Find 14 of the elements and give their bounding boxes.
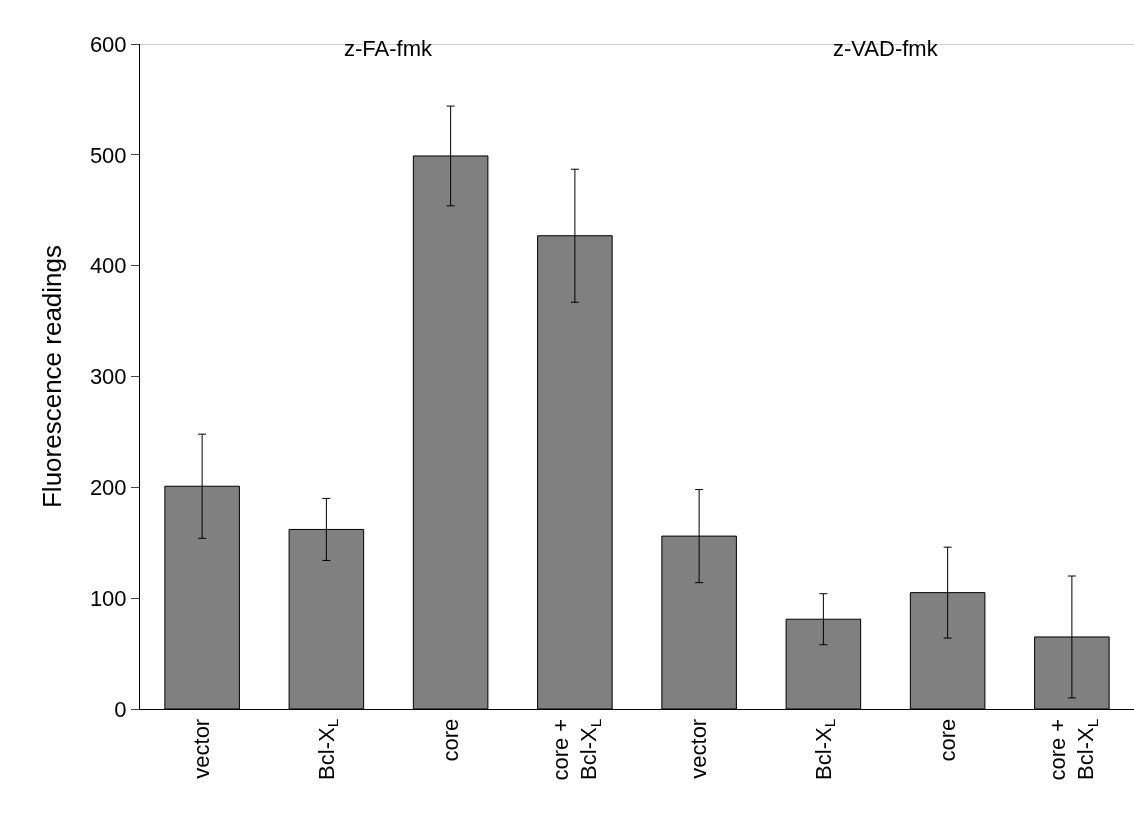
x-tick-label: vector <box>686 718 712 779</box>
x-tick-label: core <box>437 718 463 762</box>
x-tick-label: core <box>934 718 960 762</box>
y-tick-label: 500 <box>89 142 127 168</box>
y-tick-label: 100 <box>89 585 127 611</box>
y-tick-label: 400 <box>89 253 127 279</box>
y-tick-label: 300 <box>89 364 127 390</box>
annotation: z-FA-fmk <box>344 36 433 61</box>
x-tick-label: vector <box>189 718 215 779</box>
y-axis-title: Fluorescence readings <box>37 244 68 509</box>
y-tick-label: 200 <box>89 475 127 501</box>
annotation: z-VAD-fmk <box>833 36 939 61</box>
y-tick-label: 600 <box>89 31 127 57</box>
y-tick-label: 0 <box>114 696 127 722</box>
